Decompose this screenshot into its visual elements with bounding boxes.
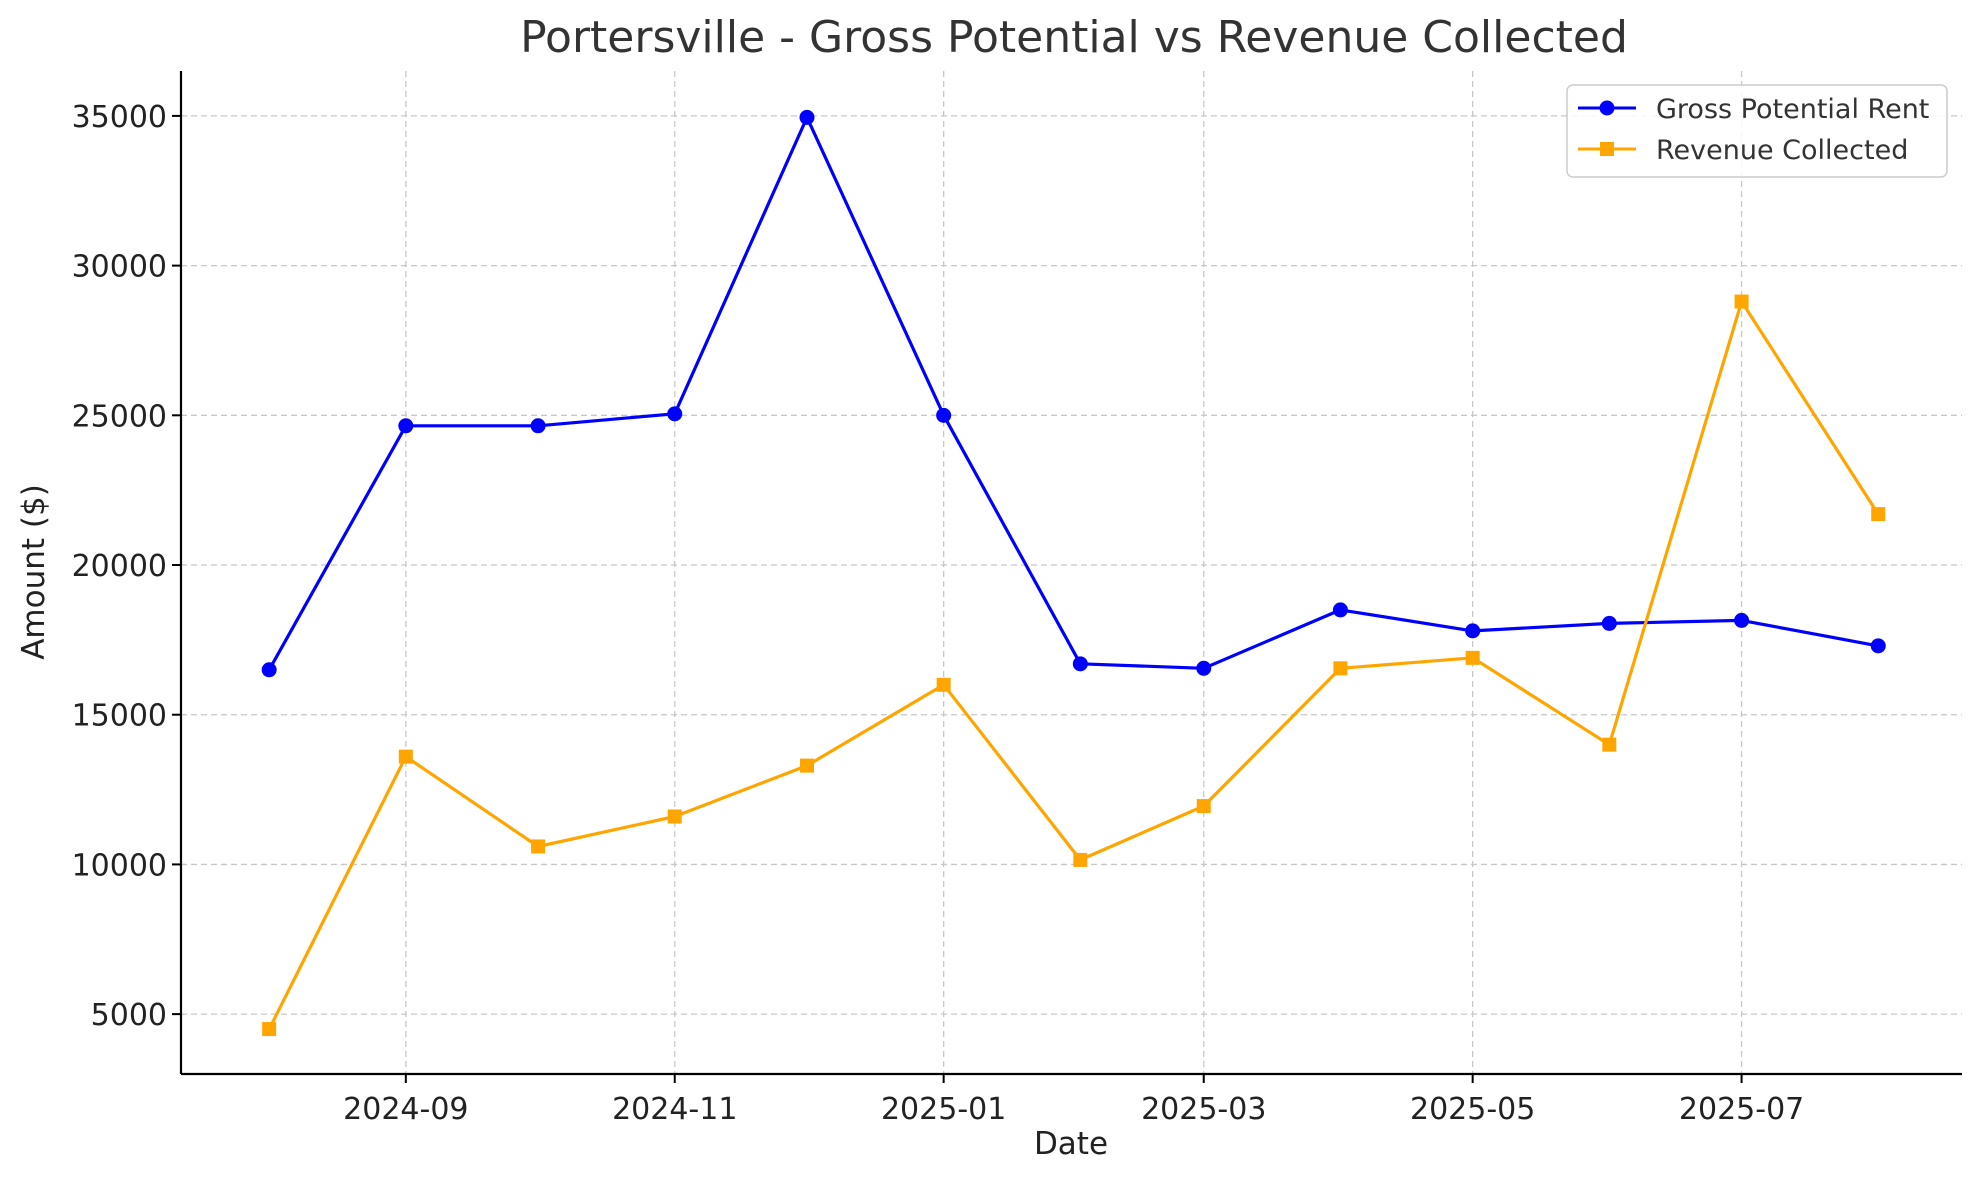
data-point-gross-potential-rent	[398, 418, 414, 434]
data-point-gross-potential-rent	[936, 407, 952, 423]
data-point-revenue-collected	[1073, 852, 1088, 867]
x-tick-label: 2025-05	[1410, 1092, 1535, 1127]
data-point-gross-potential-rent	[1196, 660, 1212, 676]
x-axis-label: Date	[1034, 1126, 1108, 1162]
axes	[179, 71, 1962, 1076]
data-point-revenue-collected	[262, 1022, 277, 1037]
data-point-gross-potential-rent	[1332, 602, 1348, 618]
data-point-revenue-collected	[1602, 737, 1617, 752]
legend-marker-revenue-collected	[1600, 142, 1614, 156]
y-tick-label: 30000	[72, 250, 167, 285]
data-point-revenue-collected	[1196, 799, 1211, 814]
legend-label-gross-potential-rent: Gross Potential Rent	[1656, 94, 1929, 125]
x-tick-label: 2024-11	[612, 1092, 737, 1127]
data-point-revenue-collected	[531, 839, 546, 854]
y-tick-label: 10000	[72, 848, 167, 883]
data-point-revenue-collected	[1465, 650, 1480, 665]
y-tick-label: 25000	[72, 399, 167, 434]
x-tick-label: 2024-09	[343, 1092, 468, 1127]
y-tick-label: 35000	[72, 100, 167, 135]
y-tick-label: 20000	[72, 549, 167, 584]
x-tick-label: 2025-01	[881, 1092, 1006, 1127]
data-point-revenue-collected	[1333, 661, 1348, 676]
legend: Gross Potential Rent Revenue Collected	[1566, 84, 1948, 178]
data-point-gross-potential-rent	[1601, 615, 1617, 631]
series-line-gross-potential-rent	[267, 115, 1879, 671]
data-point-revenue-collected	[398, 749, 413, 764]
data-point-gross-potential-rent	[261, 662, 277, 678]
x-tick-label: 2025-03	[1141, 1092, 1266, 1127]
legend-marker-gross-potential-rent	[1599, 100, 1615, 116]
data-point-gross-potential-rent	[667, 406, 683, 422]
y-axis-label: Amount ($)	[16, 484, 52, 660]
data-point-gross-potential-rent	[1870, 638, 1886, 654]
chart-title: Portersville - Gross Potential vs Revenu…	[520, 12, 1628, 63]
y-tick-label: 5000	[91, 998, 167, 1033]
data-point-revenue-collected	[1871, 507, 1886, 522]
grid	[181, 71, 1962, 1074]
data-point-gross-potential-rent	[1734, 612, 1750, 628]
data-point-gross-potential-rent	[799, 109, 815, 125]
x-tick-label: 2025-07	[1679, 1092, 1804, 1127]
data-point-revenue-collected	[1734, 294, 1749, 309]
data-point-revenue-collected	[936, 677, 951, 692]
legend-label-revenue-collected: Revenue Collected	[1656, 135, 1908, 166]
data-point-gross-potential-rent	[1465, 623, 1481, 639]
data-point-revenue-collected	[799, 758, 814, 773]
y-tick-label: 15000	[72, 699, 167, 734]
data-point-revenue-collected	[667, 809, 682, 824]
ticks: 5000 10000 15000 20000 25000 30000 35000 2024-0…	[72, 100, 1805, 1127]
data-point-gross-potential-rent	[530, 418, 546, 434]
plot-area	[261, 109, 1886, 1037]
data-point-gross-potential-rent	[1072, 656, 1088, 672]
legend-box	[1566, 84, 1948, 178]
